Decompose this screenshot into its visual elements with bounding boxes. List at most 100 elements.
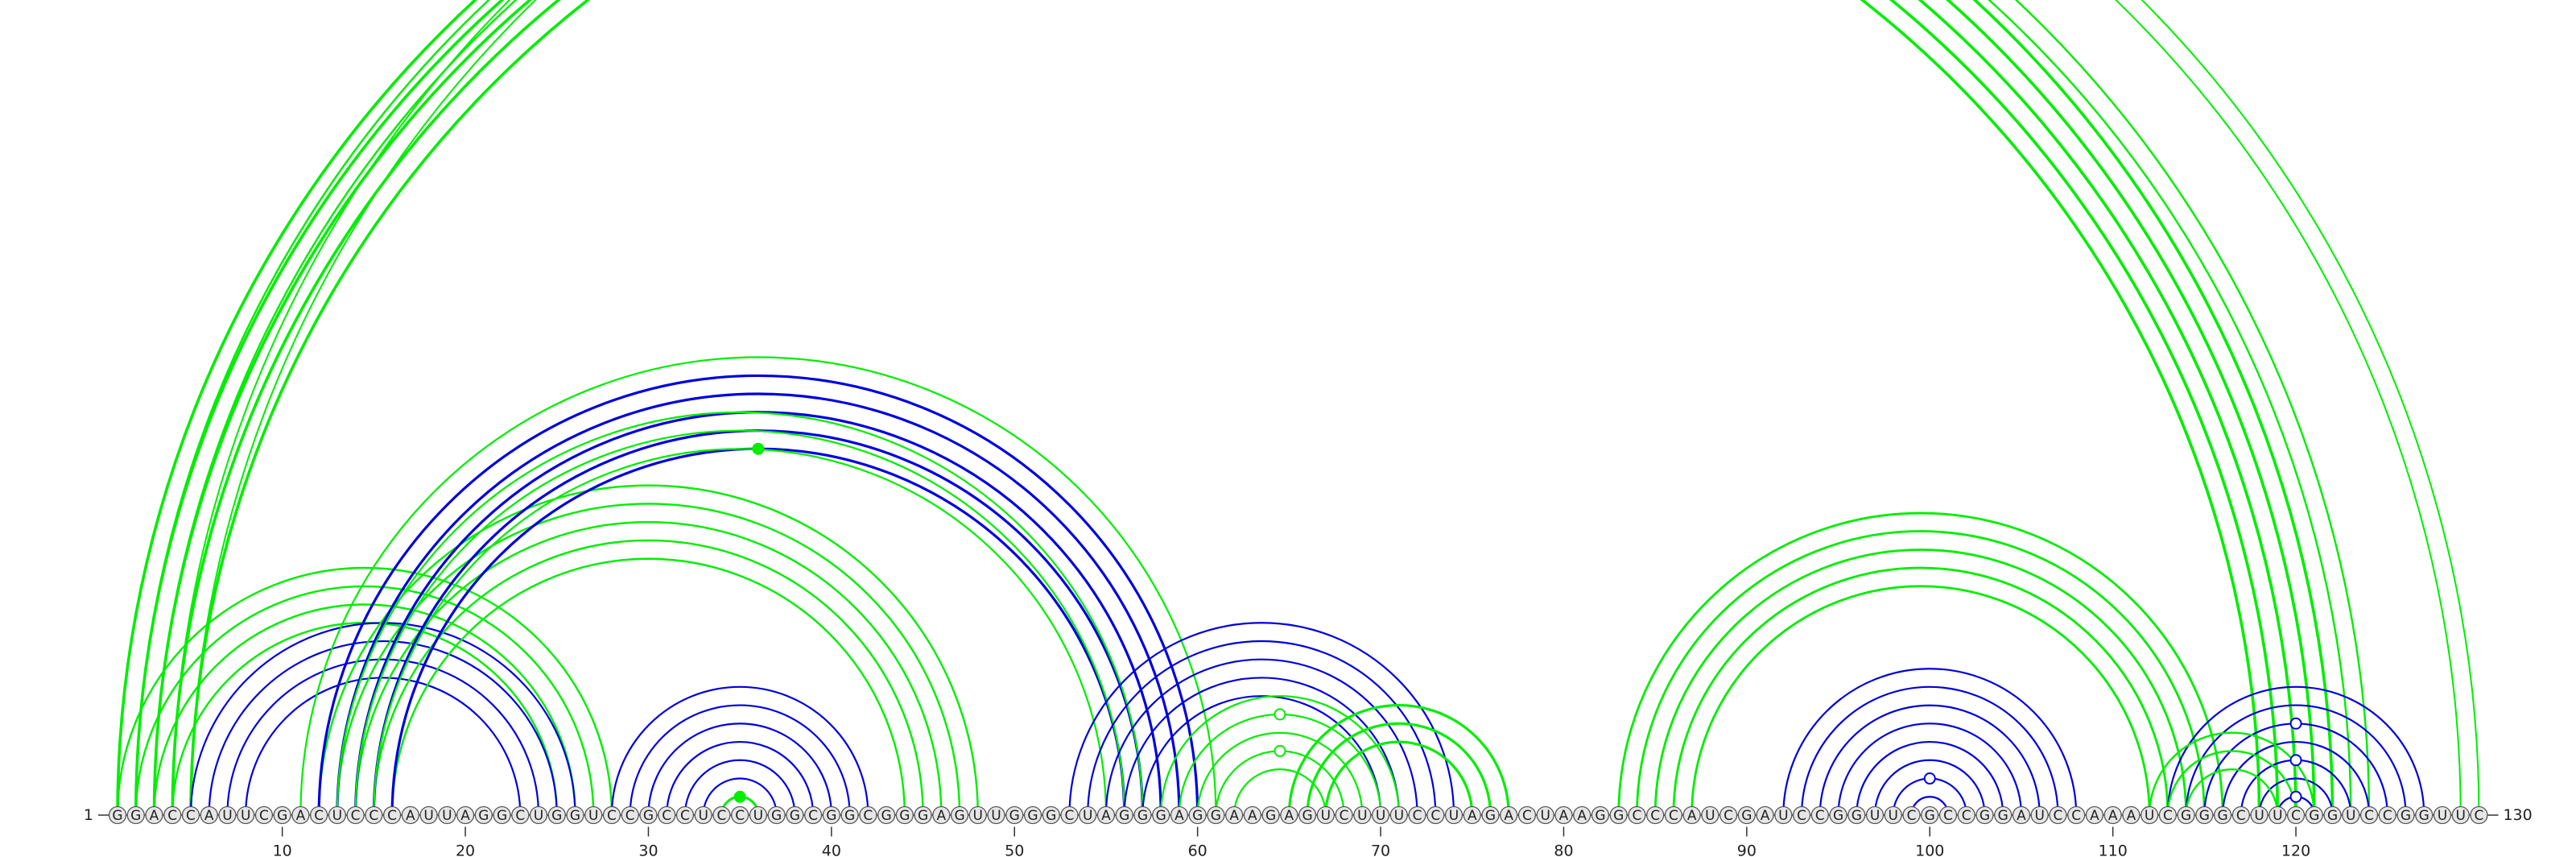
nucleotide-27: U <box>584 805 603 825</box>
arc-green-3-26 <box>153 603 576 816</box>
nucleotide-37: G <box>767 805 786 825</box>
nucleotide-67: U <box>1316 805 1335 825</box>
nucleotide-circle-111 <box>2122 805 2140 825</box>
nucleotide-116: G <box>2213 805 2232 825</box>
nucleotide-circle-80 <box>1554 805 1573 825</box>
nucleotide-9: C <box>254 805 274 825</box>
nucleotide-107: C <box>2049 805 2067 825</box>
nucleotide-circle-81 <box>1573 805 1591 825</box>
nucleotide-letter-22: G <box>497 808 507 824</box>
nucleotide-letter-2: G <box>130 808 141 824</box>
nucleotide-letter-6: A <box>204 808 214 824</box>
nucleotide-circle-45 <box>914 805 932 825</box>
nucleotide-circle-62 <box>1224 805 1244 825</box>
nucleotide-letter-101: C <box>1943 808 1953 824</box>
nucleotide-circle-92 <box>1774 805 1793 825</box>
arc-green-114-119 <box>2185 768 2279 816</box>
nucleotide-letter-111: A <box>2127 808 2136 824</box>
arc-green-86-113 <box>1672 566 2169 816</box>
nucleotide-letter-54: U <box>1083 808 1092 824</box>
nucleotide-84: C <box>1628 805 1646 825</box>
nucleotide-letter-62: A <box>1229 808 1239 824</box>
nucleotide-58: G <box>1152 805 1170 825</box>
nucleotide-54: U <box>1079 805 1097 825</box>
nucleotide-91: A <box>1756 805 1774 825</box>
arc-blue-97-103 <box>1873 759 1986 816</box>
nucleotide-letter-39: C <box>808 808 818 824</box>
arc-blue-32-38 <box>683 759 796 816</box>
nucleotide-circle-58 <box>1152 805 1170 825</box>
nucleotide-letter-105: A <box>2017 808 2026 824</box>
nucleotide-letter-109: A <box>2090 808 2099 824</box>
arc-green-5-129 <box>189 0 2462 816</box>
nucleotide-circle-109 <box>2085 805 2104 825</box>
arc-blue-93-107 <box>1800 685 2059 816</box>
nucleotide-circle-5 <box>181 805 200 825</box>
nucleotide-letter-13: U <box>332 808 342 824</box>
nucleotide-letter-67: U <box>1321 808 1331 824</box>
nucleotide-circle-22 <box>493 805 511 825</box>
nucleotide-letter-102: C <box>1962 808 1971 824</box>
nucleotide-53: C <box>1060 805 1079 825</box>
nucleotide-77: A <box>1500 805 1518 825</box>
nucleotide-circle-118 <box>2250 805 2268 825</box>
nucleotide-letter-126: G <box>2401 808 2411 824</box>
nucleotide-circle-72 <box>1408 805 1426 825</box>
arc-blue-94-106 <box>1818 704 2041 816</box>
nucleotide-circle-67 <box>1316 805 1335 825</box>
nucleotide-93: C <box>1792 805 1811 825</box>
arc-blue-29-41 <box>629 704 851 816</box>
nucleotide-letter-42: C <box>863 808 873 824</box>
nucleotide-letter-71: U <box>1394 808 1404 824</box>
nucleotide-36: U <box>749 805 768 825</box>
nucleotide-letter-94: C <box>1815 808 1825 824</box>
start-label: 1 <box>84 806 93 824</box>
nucleotide-circle-4 <box>163 805 182 825</box>
nucleotide-letter-95: G <box>1833 808 1843 824</box>
nucleotide-111: A <box>2122 805 2140 825</box>
nucleotide-circle-76 <box>1481 805 1500 825</box>
nucleotide-letter-45: G <box>918 808 928 824</box>
nucleotide-68: C <box>1335 805 1353 825</box>
tick-label-90: 90 <box>1737 843 1757 857</box>
nucleotide-95: G <box>1829 805 1847 825</box>
nucleotide-circle-98 <box>1884 805 1902 825</box>
nucleotide-33: U <box>694 805 712 825</box>
base-pair-arcs <box>116 0 2480 816</box>
arc-green-2-124 <box>134 0 2371 816</box>
nucleotide-letter-7: U <box>222 808 232 824</box>
nucleotide-circle-83 <box>1609 805 1628 825</box>
nucleotide-circle-97 <box>1865 805 1885 825</box>
nucleotide-64: G <box>1261 805 1280 825</box>
nucleotide-letter-112: U <box>2145 808 2154 824</box>
nucleotide-letter-9: C <box>259 808 269 824</box>
nucleotide-letter-4: C <box>167 808 177 824</box>
nucleotide-letter-98: U <box>1889 808 1898 824</box>
nucleotide-circle-120 <box>2286 805 2306 825</box>
nucleotide-letter-47: G <box>954 808 964 824</box>
tick-label-30: 30 <box>638 843 658 857</box>
nucleotide-89: C <box>1719 805 1738 825</box>
arc-green-59-70 <box>1178 713 1382 816</box>
nucleotide-circle-14 <box>346 805 365 825</box>
arc-green-60-69 <box>1196 731 1364 816</box>
nucleotide-letter-86: C <box>1669 808 1678 824</box>
arc-blue-28-42 <box>610 685 869 816</box>
nucleotide-letter-21: G <box>478 808 489 824</box>
nucleotide-circle-17 <box>401 805 419 825</box>
nucleotide-circle-41 <box>840 805 859 825</box>
arc-blue-6-25 <box>208 640 558 816</box>
nucleotide-59: A <box>1170 805 1189 825</box>
arc-green-13-57 <box>336 411 1144 816</box>
nucleotide-circle-8 <box>237 805 255 825</box>
nucleotide-letter-58: G <box>1156 808 1166 824</box>
arc-marker-34-36 <box>733 790 746 803</box>
nucleotide-letter-106: U <box>2034 808 2044 824</box>
nucleotide-letter-99: C <box>1907 808 1917 824</box>
nucleotide-circle-66 <box>1298 805 1317 825</box>
arc-green-62-67 <box>1233 768 1327 816</box>
nucleotide-124: C <box>2359 805 2379 825</box>
nucleotide-56: G <box>1115 805 1133 825</box>
nucleotide-34: C <box>712 805 731 825</box>
nucleotide-15: C <box>365 805 383 825</box>
